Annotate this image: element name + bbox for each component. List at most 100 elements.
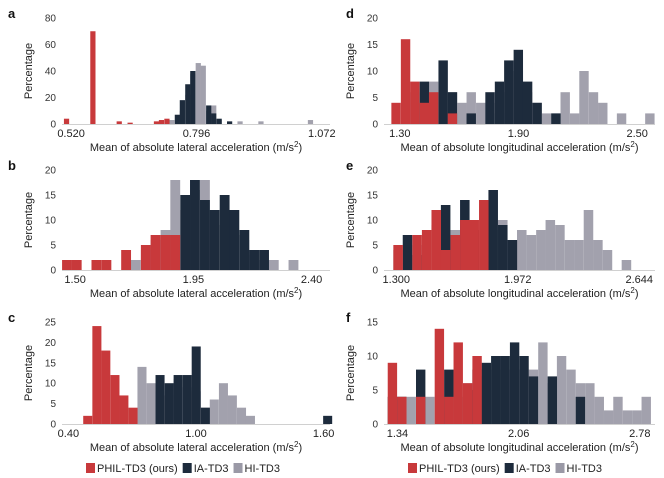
bar-phil bbox=[101, 260, 112, 270]
bar-hi bbox=[169, 120, 175, 124]
bar-hi bbox=[476, 102, 486, 124]
bar-hi bbox=[457, 102, 467, 124]
y-tick-label: 15 bbox=[367, 40, 379, 51]
x-tick-label: 1.95 bbox=[183, 274, 204, 286]
bar-hi bbox=[585, 383, 595, 424]
bar-ia bbox=[494, 81, 505, 124]
legend-swatch-hi bbox=[555, 463, 565, 473]
bar-ia bbox=[402, 235, 413, 270]
bar-hi bbox=[526, 235, 537, 270]
bar-ia bbox=[519, 356, 529, 424]
bar-phil bbox=[71, 260, 82, 270]
y-tick-label: 10 bbox=[367, 216, 379, 227]
bar-hi bbox=[632, 410, 642, 424]
x-tick-label: 0.520 bbox=[57, 128, 85, 140]
bar-phil bbox=[153, 121, 160, 124]
bar-phil bbox=[121, 250, 132, 270]
x-tick-label: 1.300 bbox=[383, 274, 411, 286]
bar-phil bbox=[444, 396, 454, 424]
x-axis-label: Mean of absolute lateral acceleration (m… bbox=[90, 286, 302, 300]
bar-ia bbox=[438, 60, 448, 124]
x-tick-label: 2.78 bbox=[629, 428, 650, 440]
bar-phil bbox=[150, 235, 161, 270]
bar-phil bbox=[479, 200, 489, 270]
bar-phil bbox=[92, 326, 102, 424]
bar-hi bbox=[307, 120, 314, 124]
bar-phil bbox=[419, 102, 430, 124]
bar-hi bbox=[425, 396, 435, 424]
bar-ia bbox=[185, 84, 191, 124]
panel-letter: a bbox=[8, 6, 16, 21]
bar-hi bbox=[645, 113, 655, 124]
y-axis-label: Percentage bbox=[23, 43, 35, 99]
panel-letter: b bbox=[8, 158, 16, 173]
bar-ia bbox=[504, 60, 514, 124]
bar-ia bbox=[498, 225, 508, 270]
bar-phil bbox=[412, 235, 422, 270]
y-tick-label: 10 bbox=[45, 216, 57, 227]
y-tick-label: 20 bbox=[45, 166, 57, 177]
bar-ia bbox=[522, 81, 533, 124]
bar-hi bbox=[583, 210, 594, 270]
bar-hi bbox=[218, 383, 228, 424]
bar-hi bbox=[245, 415, 255, 424]
x-axis-label: Mean of absolute longitudinal accelerati… bbox=[400, 286, 638, 300]
x-tick-label: 1.60 bbox=[313, 428, 334, 440]
bar-hi bbox=[237, 407, 247, 424]
bar-phil bbox=[450, 235, 460, 270]
legend-swatch-ia bbox=[504, 463, 514, 473]
y-tick-label: 20 bbox=[45, 93, 57, 104]
bar-hi bbox=[209, 399, 219, 424]
bar-hi bbox=[170, 180, 181, 270]
bar-hi bbox=[237, 121, 243, 124]
x-axis-label: Mean of absolute longitudinal accelerati… bbox=[400, 440, 638, 454]
bar-ia bbox=[190, 71, 196, 124]
bar-hi bbox=[227, 395, 237, 424]
bar-hi bbox=[466, 92, 476, 124]
x-tick-label: 2.644 bbox=[626, 274, 654, 286]
bar-ia bbox=[239, 230, 250, 270]
y-tick-label: 0 bbox=[50, 266, 56, 277]
bar-hi bbox=[569, 113, 580, 124]
bar-phil bbox=[428, 92, 439, 124]
bar-phil bbox=[460, 220, 470, 270]
bar-ia bbox=[323, 415, 333, 424]
bar-ia bbox=[507, 240, 518, 270]
panel-a: a Percentage 0 20 40 60 80 0.520 0.796 1.072 Mean … bbox=[8, 6, 336, 154]
x-tick-label: 0.40 bbox=[58, 428, 79, 440]
x-axis-label: Mean of absolute lateral acceleration (m… bbox=[90, 140, 302, 154]
bar-ia bbox=[182, 375, 192, 424]
bar-phil bbox=[170, 235, 181, 270]
bar-ia bbox=[491, 356, 501, 424]
bar-phil bbox=[83, 415, 93, 424]
bar-ia bbox=[200, 200, 210, 270]
bar-hi bbox=[258, 121, 264, 124]
bar-ia bbox=[500, 356, 510, 424]
y-tick-label: 40 bbox=[45, 67, 57, 78]
bar-phil bbox=[158, 120, 165, 124]
bar-phil bbox=[397, 396, 407, 424]
bar-phil bbox=[63, 118, 70, 124]
y-tick-label: 0 bbox=[372, 120, 378, 131]
bar-ia bbox=[155, 375, 165, 424]
bar-phil bbox=[453, 342, 463, 424]
bar-phil bbox=[91, 260, 102, 270]
y-tick-label: 15 bbox=[45, 358, 57, 369]
y-tick-label: 10 bbox=[367, 352, 379, 363]
bar-hi bbox=[268, 260, 279, 270]
bar-ia bbox=[551, 113, 561, 124]
bar-phil bbox=[421, 230, 432, 270]
legend-label-phil: PHIL-TD3 (ours) bbox=[419, 463, 500, 475]
panel-letter: c bbox=[8, 310, 15, 325]
x-tick-label: 2.40 bbox=[301, 274, 322, 286]
y-tick-label: 60 bbox=[45, 40, 57, 51]
y-tick-label: 10 bbox=[367, 67, 379, 78]
bar-hi bbox=[593, 240, 603, 270]
bar-hi bbox=[574, 240, 584, 270]
y-axis-label: Percentage bbox=[345, 345, 357, 401]
bar-phil bbox=[416, 396, 426, 424]
